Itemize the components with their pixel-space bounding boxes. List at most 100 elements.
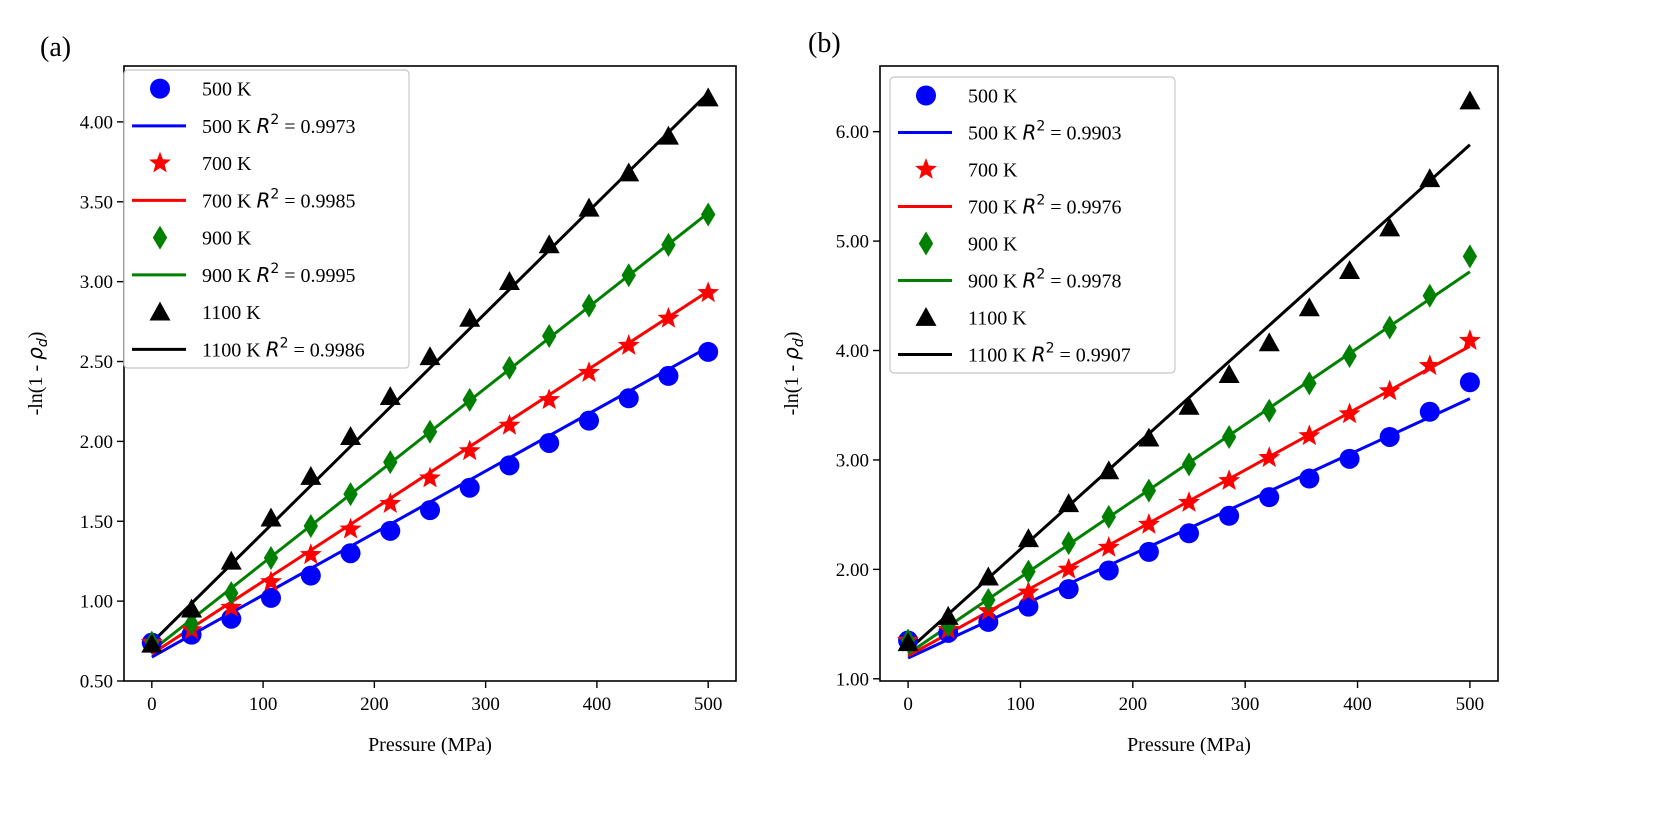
data-point-700k [299,543,322,565]
data-point-900k [1021,559,1036,584]
legend-marker-900k [918,231,934,256]
legend-r2-symbol: R [1022,195,1036,219]
legend-r2-symbol: R [256,114,270,138]
data-point-700k [1178,491,1200,512]
legend-box [123,69,410,369]
y-axis-label-main: -ln(1 - [781,360,803,416]
data-point-500k [1179,523,1199,544]
data-point-900k [1462,244,1478,269]
data-point-500k [459,477,480,498]
data-point-900k [1181,452,1197,477]
legend-r2-value: = 0.9978 [1045,271,1121,293]
data-point-900k [1382,315,1397,340]
y-tick-label: 3.00 [80,272,113,293]
legend-fit-prefix: 1100 K [202,339,266,361]
y-axis-label-subscript: d [35,338,51,347]
data-point-1100k [937,605,959,625]
y-axis-label: -ln(1 - ρd) [779,332,807,416]
data-point-700k [1017,580,1040,602]
x-tick-label: 300 [471,694,500,715]
chart-panel-a: (a) 0 100 200 300 400 500 0.50 1.00 1.50 2.00 2.50 3… [23,32,737,756]
legend-r2-exponent: 2 [270,261,279,277]
data-point-1100k [1379,217,1401,237]
legend-label: 900 K [968,234,1018,256]
data-point-900k [621,263,636,288]
legend-fit-prefix: 1100 K [968,345,1032,367]
data-point-700k [1258,446,1281,468]
data-point-700k [1338,402,1361,424]
data-point-1100k [220,550,242,570]
data-point-1100k [379,386,401,406]
data-point-900k [1141,478,1157,503]
legend-r2-symbol: R [266,337,280,361]
x-tick-label: 500 [694,694,723,715]
y-tick-label: 2.00 [80,432,113,453]
y-axis-label-rho: ρ [779,347,803,360]
data-point-900k [1342,343,1357,368]
legend-r2-exponent: 2 [280,335,289,351]
panel-label: (a) [40,32,71,63]
data-point-500k [340,543,361,564]
data-point-900k [661,232,676,257]
x-tick-label: 0 [147,694,157,715]
data-point-900k [343,482,358,507]
data-point-900k [462,387,477,412]
x-tick-label: 400 [1343,694,1372,715]
y-axis-label-close: ) [781,332,803,339]
legend-marker-700k [915,158,937,179]
data-point-700k [1137,513,1160,534]
data-point-1100k [657,125,679,145]
y-tick-label: 1.00 [836,669,869,690]
data-point-500k [1259,487,1280,508]
data-point-900k [303,514,319,539]
x-tick-label: 100 [1006,694,1035,715]
data-point-1100k [1098,460,1120,480]
legend-r2-value: = 0.9995 [279,265,355,287]
legend-label: 700 K [202,153,252,175]
y-tick-label: 5.00 [836,232,869,253]
legend-marker-700k [149,151,171,173]
data-point-500k [1419,401,1440,422]
legend-marker-1100k [149,301,171,321]
data-point-500k [618,388,639,409]
data-point-700k [1057,557,1080,579]
data-point-900k [1061,531,1076,556]
data-point-900k [1422,283,1437,308]
data-point-700k [1218,469,1241,491]
data-point-500k [579,410,600,431]
legend-label: 900 K [202,228,252,250]
legend-label: 500 K [202,79,252,101]
data-point-500k [300,565,321,586]
legend-fit-label: 900 K R2 = 0.9978 [968,267,1122,293]
data-point-500k [698,341,719,362]
y-axis-label: -ln(1 - ρd) [23,332,51,416]
x-tick-label: 500 [1456,694,1485,715]
y-tick-label: 0.50 [80,672,113,693]
legend-r2-symbol: R [1022,269,1036,293]
x-tick-label: 100 [249,694,278,715]
data-point-500k [1018,596,1039,617]
legend-r2-exponent: 2 [270,112,279,128]
data-point-1100k [1258,332,1280,352]
legend-r2-exponent: 2 [1036,193,1045,209]
x-axis-label: Pressure (MPa) [1127,734,1251,756]
x-tick-label: 0 [903,694,913,715]
data-point-900k [422,419,438,444]
data-point-1100k [340,426,362,445]
data-point-1100k [897,632,919,652]
data-point-500k [499,455,520,476]
data-point-1100k [1459,90,1481,110]
legend-fit-prefix: 700 K [968,197,1022,219]
data-point-1100k [141,633,163,653]
data-point-1100k [1138,427,1160,447]
x-tick-label: 200 [1119,694,1148,715]
legend-fit-label: 700 K R2 = 0.9985 [202,186,356,212]
data-point-1100k [1419,168,1441,188]
legend-fit-label: 1100 K R2 = 0.9907 [968,341,1131,367]
data-point-500k [1339,448,1360,469]
data-point-1100k [977,566,999,586]
data-point-900k [1302,371,1317,396]
data-point-900k [981,588,996,613]
data-point-500k [658,365,679,386]
